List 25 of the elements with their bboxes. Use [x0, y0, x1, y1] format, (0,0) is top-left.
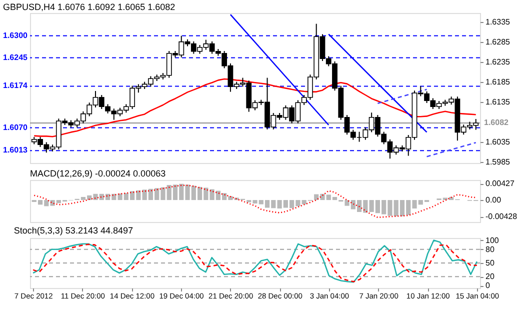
y-tick-label: 80 — [486, 244, 495, 254]
ref-line-label: 1.6300 — [3, 30, 28, 40]
y-tick-label: -0.00428 — [486, 212, 518, 222]
y-tick-label: 50 — [486, 258, 495, 268]
chart-title: GBPUSD,H4 1.6076 1.6092 1.6065 1.6082 — [3, 2, 176, 12]
y-tick-label: 1.6135 — [486, 97, 511, 106]
y-tick-label: 1.6335 — [486, 17, 511, 26]
chart-title: Stoch(5,3,3) 53.2143 44.8497 — [14, 225, 133, 236]
line-series — [33, 184, 477, 218]
y-tick-label: 20 — [486, 272, 495, 282]
y-tick-label: 1.5985 — [486, 157, 511, 166]
ref-line-label: 1.6070 — [3, 122, 28, 132]
y-tick-label: 0.00427 — [486, 179, 515, 188]
ref-line-label: 1.6174 — [3, 81, 28, 90]
y-tick-label: 1.6185 — [486, 77, 511, 86]
y-tick-label: 0.00 — [486, 196, 502, 205]
y-tick-label: 100 — [486, 236, 500, 245]
ref-line-label: 1.6013 — [3, 146, 28, 155]
y-tick-label: 1.6235 — [486, 57, 511, 66]
ref-line-label: 1.6245 — [3, 52, 28, 62]
ref-line-label: 1.6082 — [484, 118, 510, 127]
y-tick-label: 1.6285 — [486, 37, 511, 46]
y-tick-label: 0 — [486, 281, 490, 290]
y-tick-label: 1.6035 — [486, 137, 511, 146]
chart-title: MACD(12,26,9) -0.00024 0.00063 — [30, 168, 166, 179]
